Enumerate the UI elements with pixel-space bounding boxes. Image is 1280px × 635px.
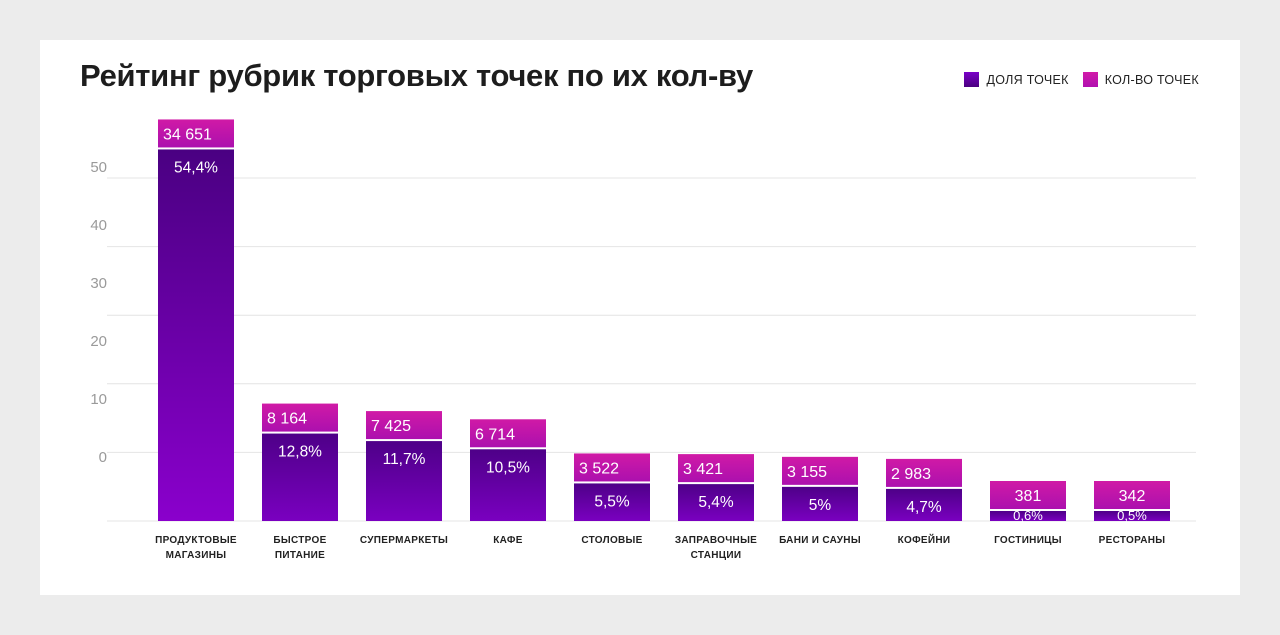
- count-label: 2 983: [891, 466, 931, 483]
- bar-count: [990, 481, 1066, 509]
- bar-share: [678, 484, 754, 521]
- legend-swatch-share: [964, 72, 980, 87]
- count-label: 34 651: [163, 126, 212, 143]
- bar-count: [782, 456, 858, 485]
- bar-count: [262, 403, 338, 432]
- count-label: 3 155: [787, 464, 827, 481]
- bar-count: [470, 419, 546, 448]
- x-category-label: МАГАЗИНЫ: [166, 550, 227, 561]
- y-tick-label: 10: [90, 391, 107, 408]
- x-category-label: ПИТАНИЕ: [275, 550, 325, 561]
- x-category-label: БЫСТРОЕ: [273, 535, 326, 546]
- bar-share: [782, 486, 858, 521]
- bar-share: [470, 449, 546, 521]
- share-label: 5,5%: [594, 493, 630, 510]
- legend-label-count: КОЛ-ВО ТОЧЕК: [1104, 72, 1199, 87]
- share-label: 11,7%: [383, 451, 426, 468]
- x-category-label: ЗАПРАВОЧНЫЕ: [675, 535, 757, 546]
- bar-share: [158, 149, 234, 521]
- share-label: 0,5%: [1117, 508, 1147, 523]
- legend-item-count: КОЛ-ВО ТОЧЕК: [1082, 72, 1199, 87]
- x-category-label: БАНИ И САУНЫ: [779, 535, 861, 546]
- bar-share: [366, 441, 442, 521]
- x-category-label: СТОЛОВЫЕ: [581, 535, 642, 546]
- count-label: 7 425: [371, 418, 411, 435]
- bar-share: [262, 433, 338, 521]
- y-tick-label: 40: [90, 217, 107, 234]
- bar-chart: 50 40 30 20 10 0 34 651 54,4% 8 164 12,8% 7 425 11…: [90, 119, 1196, 561]
- count-label: 381: [1015, 488, 1042, 505]
- bars: 34 651 54,4% 8 164 12,8% 7 425 11,7% 6 714 10,5…: [158, 119, 1170, 523]
- y-tick-label: 30: [90, 275, 107, 292]
- count-label: 6 714: [475, 426, 515, 443]
- x-category-label: СТАНЦИИ: [691, 550, 742, 561]
- bar-count: [886, 458, 962, 487]
- legend-label-share: ДОЛЯ ТОЧЕК: [986, 72, 1069, 87]
- y-tick-label: 50: [90, 159, 107, 176]
- bar-count: [574, 453, 650, 482]
- count-label: 342: [1119, 488, 1146, 505]
- x-category-label: РЕСТОРАНЫ: [1099, 535, 1166, 546]
- x-category-label: ПРОДУКТОВЫЕ: [155, 535, 237, 546]
- y-axis: 50 40 30 20 10 0: [90, 159, 107, 466]
- x-axis: ПРОДУКТОВЫЕ МАГАЗИНЫ БЫСТРОЕ ПИТАНИЕ СУПЕРМА…: [155, 533, 1165, 561]
- share-label: 10,5%: [486, 459, 530, 476]
- count-label: 3 522: [579, 460, 619, 477]
- bar-count: [158, 119, 234, 148]
- legend-item-share: ДОЛЯ ТОЧЕК: [964, 72, 1068, 87]
- share-label: 5,4%: [698, 494, 734, 511]
- bar-share: [574, 483, 650, 521]
- x-category-label: СУПЕРМАРКЕТЫ: [360, 535, 448, 546]
- bar-count: [1094, 481, 1170, 509]
- chart-title: Рейтинг рубрик торговых точек по их кол-…: [80, 58, 753, 93]
- x-category-label: КАФЕ: [493, 535, 523, 546]
- share-label: 5%: [809, 497, 832, 514]
- share-label: 12,8%: [278, 444, 322, 461]
- bar-share: [886, 488, 962, 521]
- share-label: 0,6%: [1013, 508, 1043, 523]
- count-label: 8 164: [267, 411, 307, 428]
- bar-count: [678, 454, 754, 483]
- legend: ДОЛЯ ТОЧЕК КОЛ-ВО ТОЧЕК: [964, 72, 1199, 87]
- y-tick-label: 0: [99, 449, 107, 466]
- bar-share: [990, 511, 1066, 521]
- count-label: 3 421: [683, 461, 723, 478]
- bar-count: [366, 411, 442, 440]
- x-category-label: ГОСТИНИЦЫ: [994, 535, 1062, 546]
- legend-swatch-count: [1082, 72, 1098, 87]
- bar-share: [1094, 511, 1170, 521]
- chart-card: Рейтинг рубрик торговых точек по их кол-…: [40, 40, 1240, 595]
- y-tick-label: 20: [90, 333, 107, 350]
- share-label: 54,4%: [174, 159, 218, 176]
- x-category-label: КОФЕЙНИ: [898, 533, 951, 546]
- share-label: 4,7%: [906, 499, 942, 516]
